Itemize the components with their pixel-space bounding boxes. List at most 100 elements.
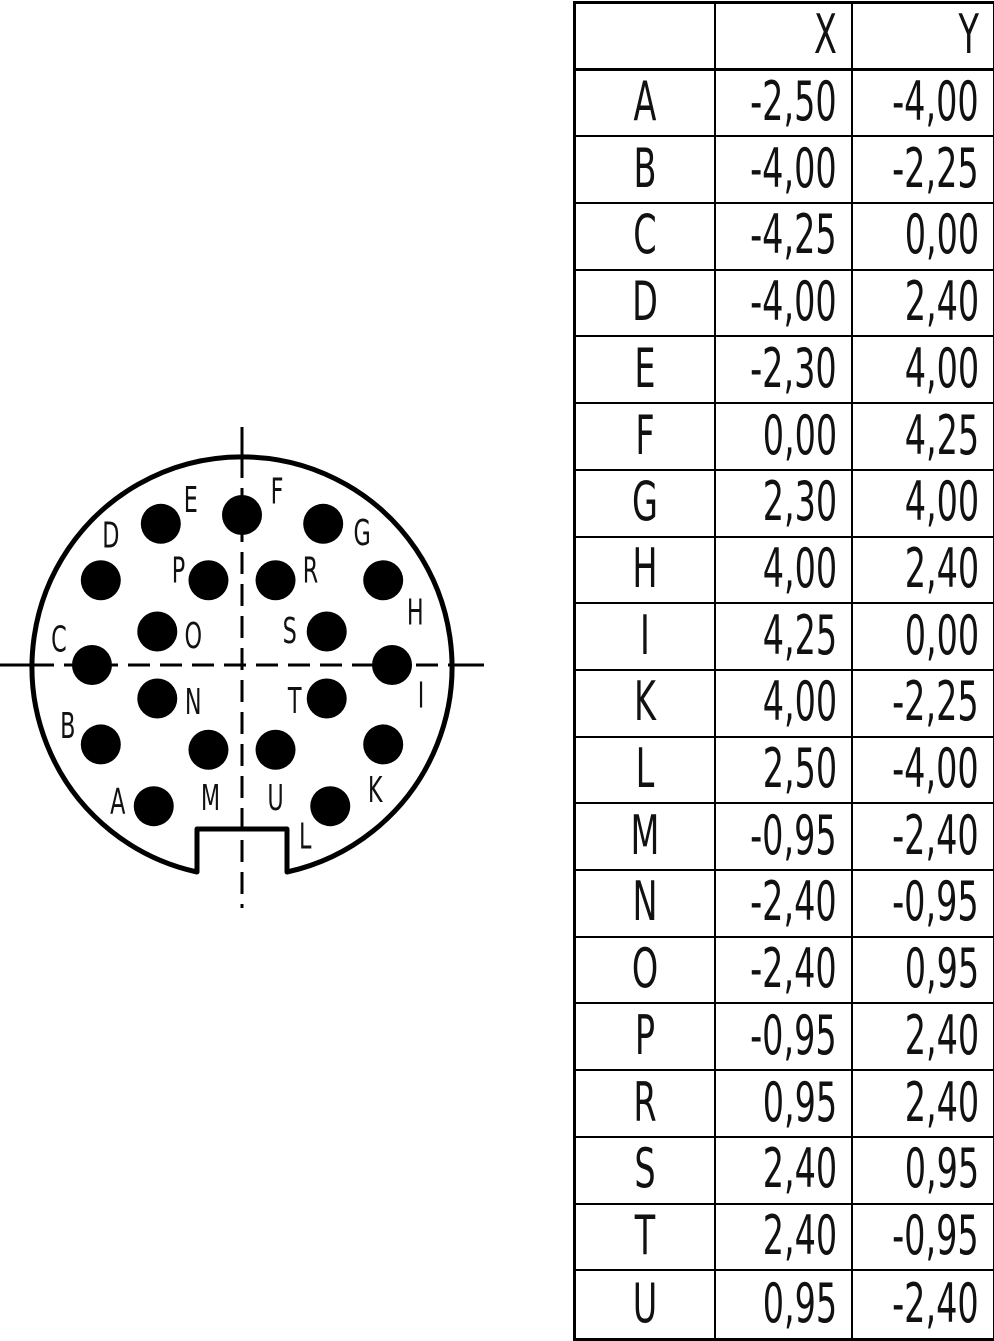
y-cell: 4,00 xyxy=(853,471,993,538)
pin-d xyxy=(80,560,121,601)
pin-label: U xyxy=(267,778,283,820)
pin-a xyxy=(133,786,174,827)
cell-text: -0,95 xyxy=(750,803,837,867)
cell-text: 4,00 xyxy=(762,670,837,734)
y-cell: 2,40 xyxy=(853,538,993,605)
cell-text: 4,00 xyxy=(762,536,837,600)
y-cell: 4,00 xyxy=(853,337,993,405)
cell-text: -2,40 xyxy=(750,937,837,1001)
cell-text: N xyxy=(632,870,658,934)
x-cell: 0,95 xyxy=(716,1071,853,1138)
x-cell: -2,40 xyxy=(716,937,853,1005)
cell-text: X xyxy=(814,2,837,66)
cell-text: 2,30 xyxy=(762,470,837,534)
pin-label: A xyxy=(110,781,126,823)
y-cell: 0,95 xyxy=(853,938,993,1005)
y-cell: Y xyxy=(853,4,993,71)
pin-label: K xyxy=(368,769,384,811)
cell-text: 0,95 xyxy=(904,1137,979,1201)
pin-cell: M xyxy=(576,803,716,872)
cell-text: M xyxy=(630,803,660,867)
pin-cell: F xyxy=(576,404,716,471)
y-cell: -0,95 xyxy=(853,871,993,938)
cell-text: 4,25 xyxy=(904,403,979,467)
pin-label: F xyxy=(271,471,284,513)
x-cell: -2,40 xyxy=(716,871,853,938)
cell-text: H xyxy=(632,536,658,600)
pin-u xyxy=(255,729,296,770)
pin-label: D xyxy=(102,515,119,557)
cell-text: -2,40 xyxy=(750,870,837,934)
cell-text: -0,95 xyxy=(892,1203,979,1267)
x-cell: 4,25 xyxy=(716,604,853,671)
cell-text: 2,40 xyxy=(762,1137,837,1201)
pin-p xyxy=(188,560,229,601)
cell-text: -4,25 xyxy=(750,203,837,267)
pins-group: AB C D E F GHI K L M NOP RST U xyxy=(51,471,424,858)
pin-cell: E xyxy=(576,336,716,405)
connector-pinout-diagram: AB C D E F GHI K L M NOP RST U xyxy=(0,427,484,908)
pin-label: E xyxy=(184,480,198,522)
pin-cell: N xyxy=(576,871,716,938)
y-cell: -2,25 xyxy=(853,671,993,738)
pin-cell: P xyxy=(576,1003,716,1072)
pin-n xyxy=(137,678,178,719)
pin-cell: T xyxy=(576,1204,716,1272)
x-cell: X xyxy=(716,4,853,71)
x-cell: 4,00 xyxy=(716,670,853,738)
cell-text: 0,95 xyxy=(762,1070,837,1134)
pin-cell: D xyxy=(576,270,716,338)
y-cell: -4,00 xyxy=(853,738,993,805)
cell-text: 0,00 xyxy=(904,203,979,267)
pin-label: M xyxy=(201,778,220,820)
cell-text: 0,00 xyxy=(762,403,837,467)
cell-text: 2,40 xyxy=(762,1203,837,1267)
cell-text: -4,00 xyxy=(892,736,979,800)
x-cell: 2,40 xyxy=(716,1137,853,1205)
pin-label: P xyxy=(172,550,185,592)
pin-cell: A xyxy=(576,70,716,138)
x-cell: 0,00 xyxy=(716,404,853,471)
pin-r xyxy=(255,560,296,601)
x-cell: -4,00 xyxy=(716,136,853,205)
pin-label: G xyxy=(354,513,371,555)
x-cell: 2,40 xyxy=(716,1203,853,1272)
pin-label: H xyxy=(407,592,424,634)
cell-text: 2,40 xyxy=(904,1070,979,1134)
cell-text: -4,00 xyxy=(892,69,979,133)
cell-text: K xyxy=(634,670,656,734)
pin-m xyxy=(188,729,229,770)
x-cell: -4,25 xyxy=(716,204,853,271)
cell-text: 2,40 xyxy=(904,1003,979,1067)
cell-text: -2,30 xyxy=(750,336,837,400)
pin-t xyxy=(306,678,347,719)
y-cell: -0,95 xyxy=(853,1205,993,1272)
cell-text: -0,95 xyxy=(750,1003,837,1067)
y-cell: 2,40 xyxy=(853,271,993,338)
cell-text: Y xyxy=(958,2,979,66)
pin-s xyxy=(306,611,347,652)
cell-text: F xyxy=(635,403,655,467)
x-cell: -2,50 xyxy=(716,70,853,138)
cell-text: -4,00 xyxy=(750,136,837,200)
pin-i xyxy=(372,645,413,685)
x-cell: 0,95 xyxy=(716,1271,853,1338)
pin-cell xyxy=(576,4,716,71)
y-cell: 4,25 xyxy=(853,404,993,471)
pin-cell: U xyxy=(576,1271,716,1338)
pin-cell: L xyxy=(576,737,716,805)
pin-h xyxy=(363,560,404,601)
cell-text: P xyxy=(634,1003,656,1067)
y-cell: -2,25 xyxy=(853,137,993,205)
pin-cell: C xyxy=(576,204,716,271)
y-cell: 2,40 xyxy=(853,1003,993,1072)
pin-label: O xyxy=(184,615,202,657)
pin-cell: B xyxy=(576,137,716,205)
pin-label: I xyxy=(418,675,425,717)
pin-cell: S xyxy=(576,1137,716,1205)
pin-g xyxy=(303,503,344,544)
cell-text: E xyxy=(634,336,656,400)
pin-l xyxy=(310,786,351,827)
cell-text: O xyxy=(631,937,659,1001)
cell-text: 0,95 xyxy=(904,937,979,1001)
